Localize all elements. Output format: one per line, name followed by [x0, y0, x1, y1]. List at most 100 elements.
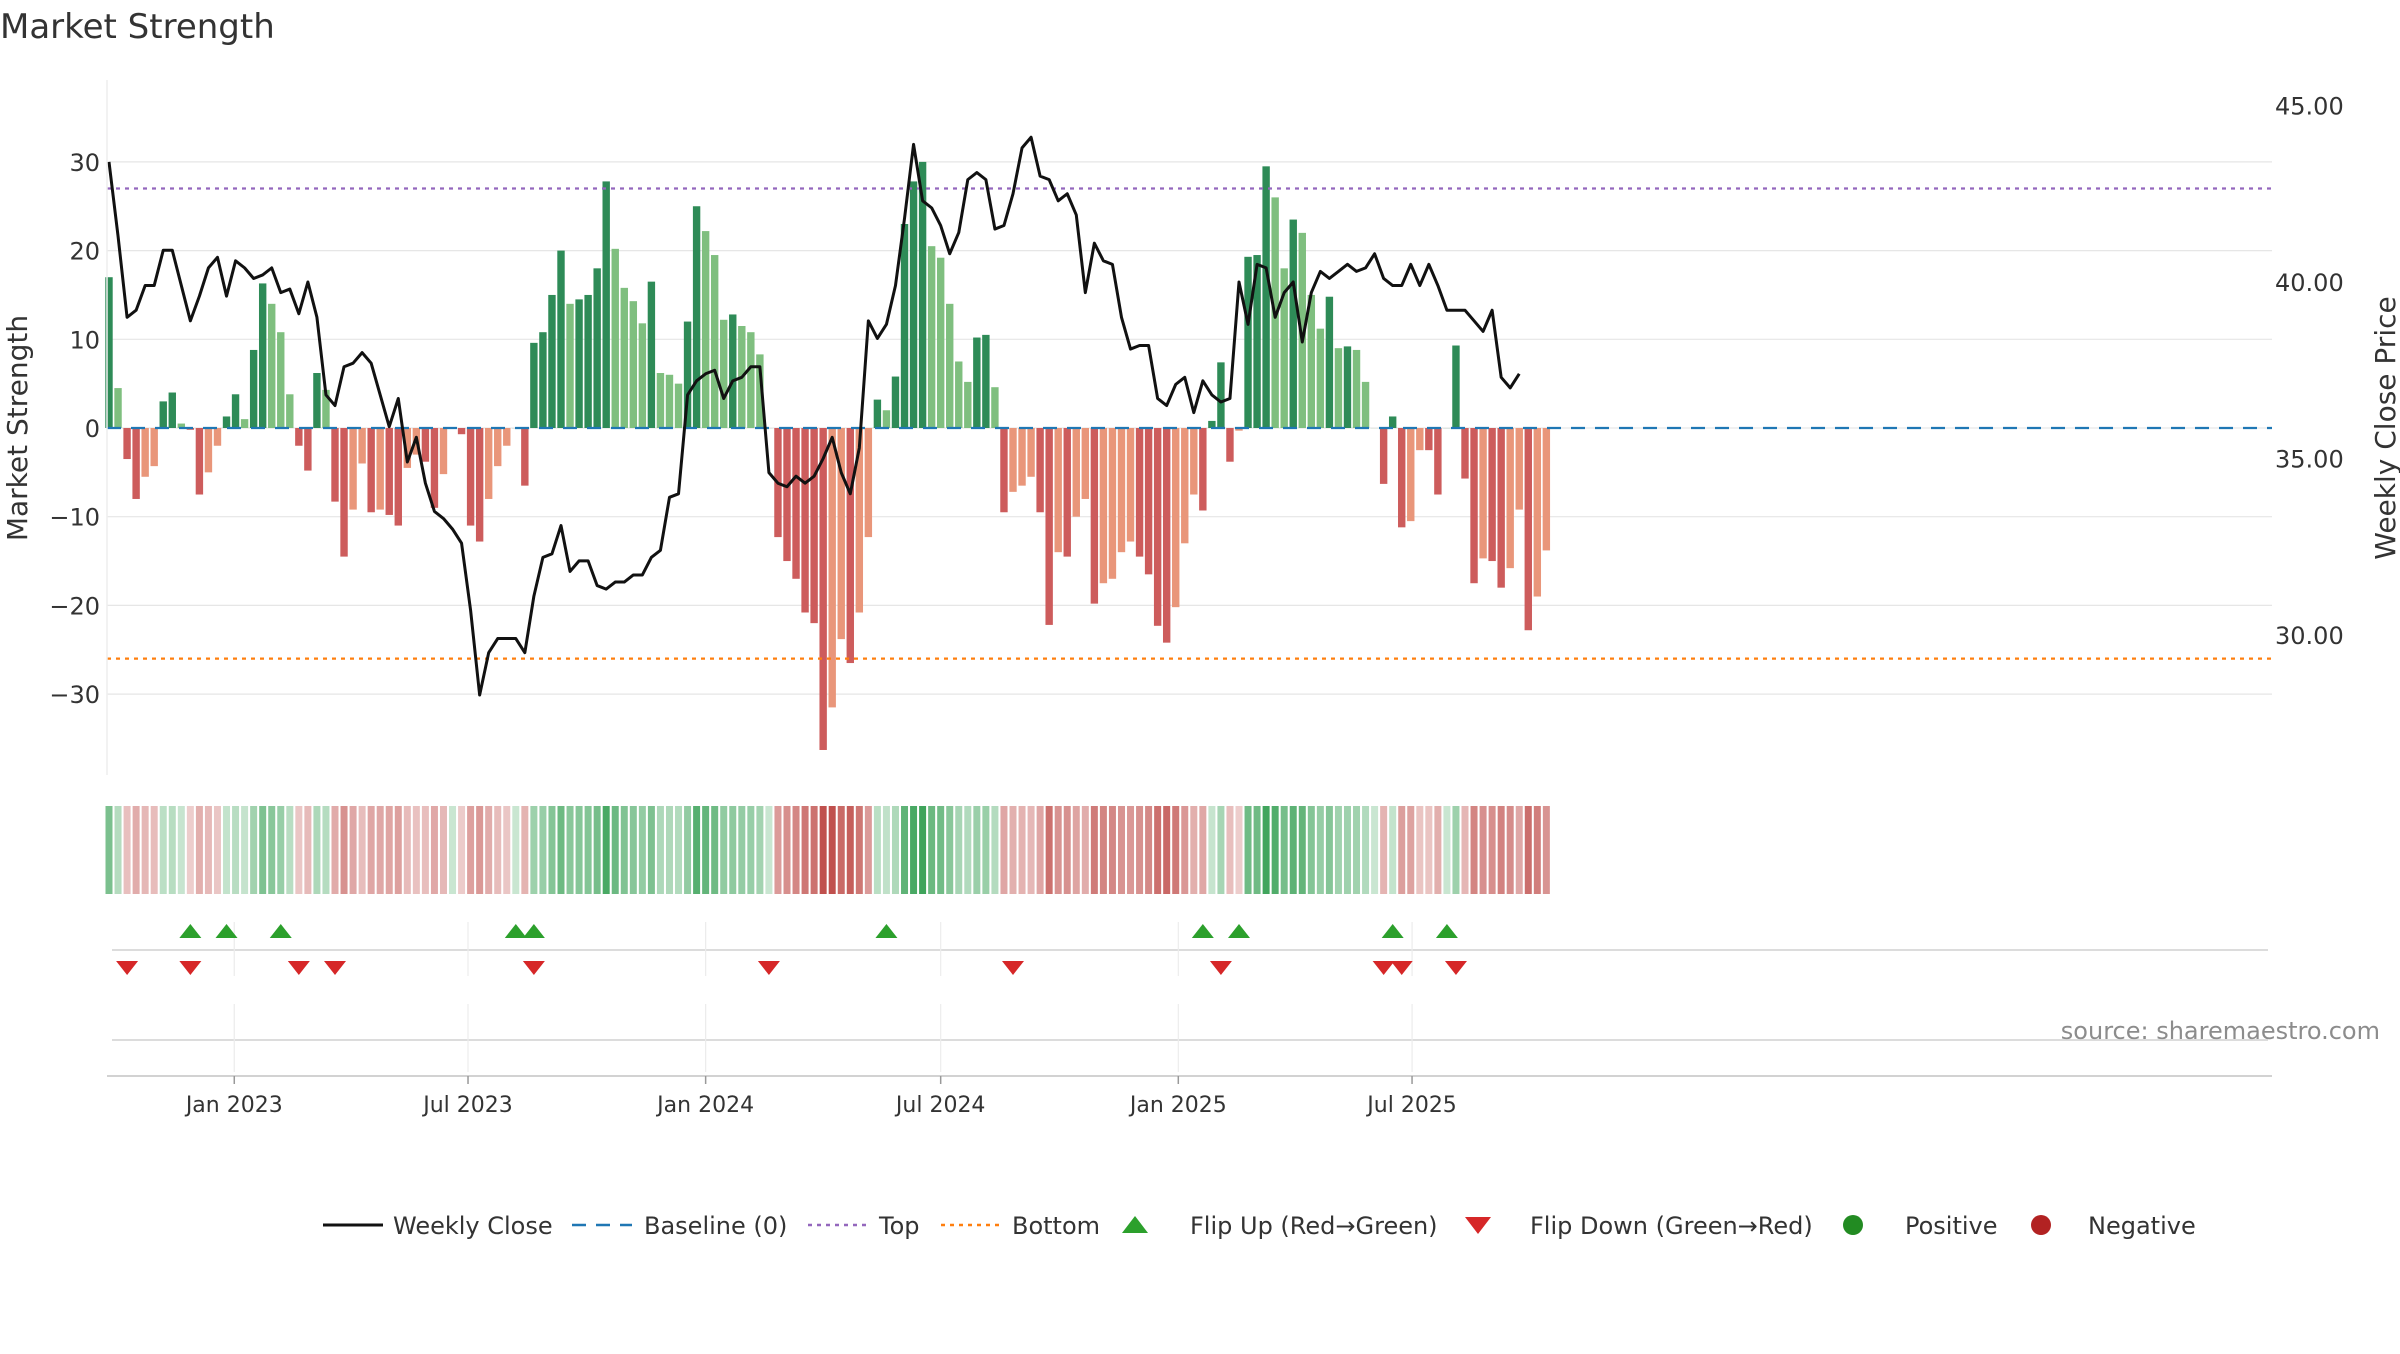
- heat-cell: [765, 806, 772, 894]
- strength-bar: [386, 428, 393, 515]
- reference-lines: [107, 189, 2272, 659]
- heat-cell: [702, 806, 709, 894]
- strength-bar: [702, 231, 709, 428]
- strength-bar: [196, 428, 203, 495]
- heat-cell: [1326, 806, 1333, 894]
- heat-cell: [892, 806, 899, 894]
- strength-bar: [1064, 428, 1071, 557]
- y2-tick-label: 35.00: [2275, 446, 2344, 474]
- strength-bar: [232, 394, 239, 428]
- y2-axis-label: Weekly Close Price: [2369, 296, 2400, 559]
- strength-bar: [901, 224, 908, 428]
- heat-cell: [232, 806, 239, 894]
- heat-cell: [1127, 806, 1134, 894]
- flip-down-marker: [179, 961, 201, 975]
- heat-cell: [368, 806, 375, 894]
- strength-bar: [521, 428, 528, 486]
- heat-cell: [774, 806, 781, 894]
- flip-down-marker: [1445, 961, 1467, 975]
- strength-bar: [1073, 428, 1080, 517]
- heat-cell: [1308, 806, 1315, 894]
- heat-cell: [603, 806, 610, 894]
- heat-cell: [530, 806, 537, 894]
- flip-down-marker: [116, 961, 138, 975]
- y2-tick-label: 40.00: [2275, 269, 2344, 297]
- heat-cell: [1272, 806, 1279, 894]
- strength-bar: [1425, 428, 1432, 450]
- strength-bar: [1398, 428, 1405, 527]
- strength-bar: [783, 428, 790, 561]
- strength-bar: [259, 283, 266, 428]
- heat-cell: [106, 806, 113, 894]
- heat-cell: [1028, 806, 1035, 894]
- strength-bar: [331, 428, 338, 502]
- x-tick-label: Jan 2025: [1128, 1093, 1227, 1118]
- heat-cell: [1534, 806, 1541, 894]
- strength-bar: [584, 295, 591, 428]
- heat-cell: [1226, 806, 1233, 894]
- heat-cell: [151, 806, 158, 894]
- strength-bar: [1525, 428, 1532, 630]
- strength-bar: [151, 428, 158, 466]
- strength-bar: [1172, 428, 1179, 607]
- heat-cell: [585, 806, 592, 894]
- strength-bar: [340, 428, 347, 557]
- heat-cell: [738, 806, 745, 894]
- strength-bar: [982, 335, 989, 428]
- heat-cell: [630, 806, 637, 894]
- heat-cell: [558, 806, 565, 894]
- y-axis-label: Market Strength: [1, 315, 34, 541]
- strength-bar: [467, 428, 474, 526]
- strength-bar: [639, 323, 646, 428]
- heat-cell: [142, 806, 149, 894]
- heat-cell: [440, 806, 447, 894]
- heat-cell: [386, 806, 393, 894]
- strength-bar: [829, 428, 836, 707]
- strength-bar: [1335, 348, 1342, 428]
- strength-bar: [603, 181, 610, 428]
- strength-bar: [621, 288, 628, 428]
- flip-down-marker: [1373, 961, 1395, 975]
- x-tick-label: Jan 2024: [655, 1093, 754, 1118]
- flip-down-marker: [1210, 961, 1232, 975]
- heat-cell: [1443, 806, 1450, 894]
- flip-up-marker: [523, 924, 545, 938]
- heat-cell: [160, 806, 167, 894]
- flip-down-marker: [288, 961, 310, 975]
- heat-cell: [1353, 806, 1360, 894]
- strength-bar: [458, 428, 465, 434]
- heat-cell: [494, 806, 501, 894]
- heat-cell: [1064, 806, 1071, 894]
- flip-down-marker: [324, 961, 346, 975]
- strength-bar: [114, 388, 121, 428]
- strength-bar: [593, 268, 600, 428]
- heat-cell: [955, 806, 962, 894]
- heat-cell: [413, 806, 420, 894]
- strength-bar: [141, 428, 148, 477]
- flip-down-marker: [758, 961, 780, 975]
- chart-title: Market Strength: [0, 7, 275, 47]
- heat-cell: [1199, 806, 1206, 894]
- strength-bar: [964, 382, 971, 428]
- heat-cell: [747, 806, 754, 894]
- strength-bar: [1461, 428, 1468, 479]
- heat-cell: [485, 806, 492, 894]
- heat-cell: [612, 806, 619, 894]
- strength-bar: [1181, 428, 1188, 543]
- heat-cell: [350, 806, 357, 894]
- strength-bar: [1190, 428, 1197, 495]
- heat-cell: [1172, 806, 1179, 894]
- strength-bar: [1534, 428, 1541, 597]
- y-tick-label: −30: [49, 681, 100, 709]
- heat-cell: [1109, 806, 1116, 894]
- heat-cell: [901, 806, 908, 894]
- strength-bar: [928, 246, 935, 428]
- heat-cell: [1000, 806, 1007, 894]
- strength-bar: [1109, 428, 1116, 579]
- heat-cell: [1525, 806, 1532, 894]
- legend-swatch-negative: [2031, 1215, 2051, 1235]
- flip-up-marker: [1228, 924, 1250, 938]
- flip-up-marker: [875, 924, 897, 938]
- strength-bar: [1344, 346, 1351, 428]
